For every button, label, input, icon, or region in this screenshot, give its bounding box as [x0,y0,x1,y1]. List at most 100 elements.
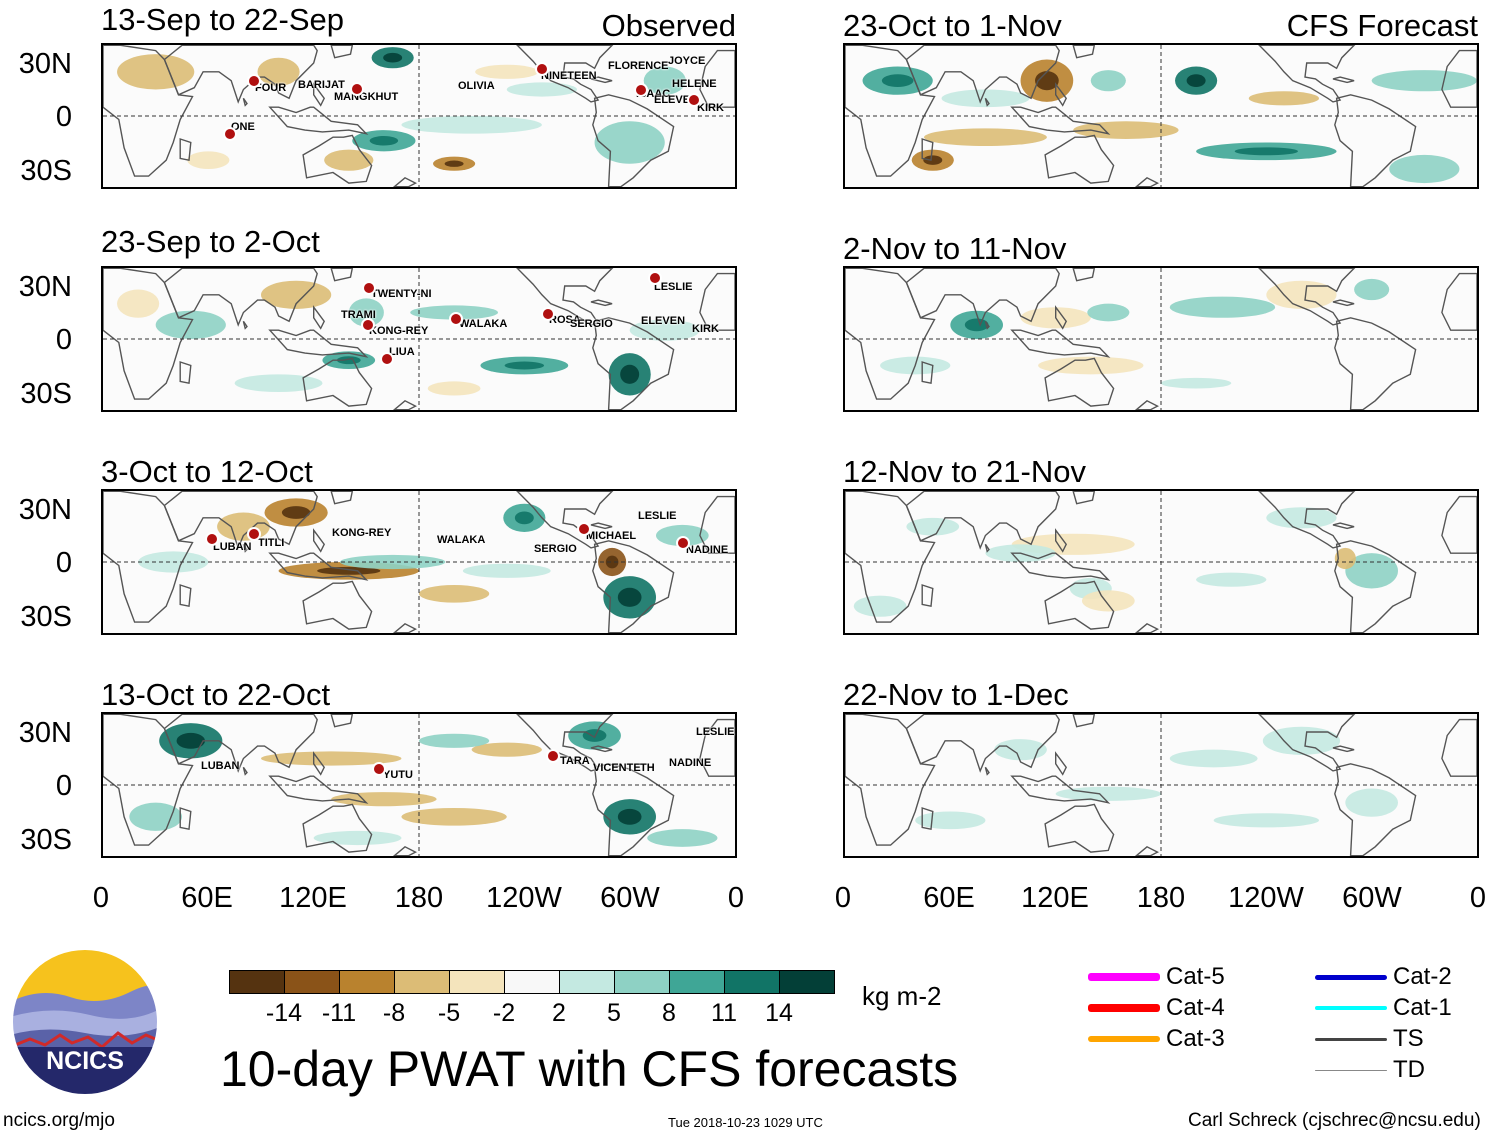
coastline [1334,94,1417,187]
coastline [516,45,614,103]
coastline [242,97,248,107]
anomaly-blob [419,584,490,603]
coastline [1054,751,1068,776]
coastline [392,176,418,187]
coastline [1010,552,1111,581]
storm-label: VICENTE [593,762,641,774]
colorbar-swatch [339,970,395,994]
coastline [179,584,192,608]
anomaly-core [317,566,381,575]
forecast-panel-1-title: 23-Oct to 1-Nov [843,8,1062,43]
coastline [1054,528,1068,553]
colorbar-swatch [559,970,615,994]
coastline [1054,305,1068,330]
coastline [699,272,735,331]
coastline [1044,134,1115,184]
anomaly-blob [1389,154,1460,184]
anomaly-blob [853,595,907,617]
coastline [1258,714,1356,772]
anomaly-blob [1354,278,1390,301]
lon-label-60e: 60E [923,882,975,914]
colorbar-tick-label: -14 [265,999,303,1027]
coastline [1134,399,1160,410]
storm-label: KIRK [697,102,724,114]
storm-label: ELEVEN [641,315,686,327]
anomaly-core [617,808,642,825]
lon-label-60w: 60W [1342,882,1402,914]
hurricane-icon [634,83,648,97]
colorbar-tick-label: 8 [662,999,676,1027]
coastline [984,320,990,330]
colorbar-swatch [724,970,780,994]
anomaly-blob [1087,303,1130,322]
coastline [516,714,614,772]
legend-label: Cat-1 [1393,994,1452,1021]
coastline [312,528,326,553]
coastline [984,97,990,107]
forecast-panel-2-title: 2-Nov to 11-Nov [843,231,1067,266]
anomaly-core [964,318,989,332]
anomaly-core [504,361,545,370]
anomaly-blob [1266,280,1337,309]
legend-swatch [1315,1069,1387,1071]
lat-label-30s: 30S [20,824,72,856]
coastline [1072,45,1096,59]
anomaly-blob [994,739,1047,761]
anomaly-blob [1262,726,1341,755]
lon-label-120e: 120E [279,882,347,914]
anomaly-blob [331,792,437,807]
lat-label-30s: 30S [20,378,72,410]
anomaly-blob [643,66,686,95]
coastline [984,543,990,553]
forecast-map-3 [843,489,1479,635]
lon-label-60w: 60W [600,882,660,914]
anomaly-core [176,732,205,749]
legend-swatch [1315,974,1387,980]
legend-swatch [1088,1004,1160,1012]
anomaly-blob [1345,788,1398,817]
anomaly-core [383,52,403,63]
anomaly-blob [117,289,160,318]
observed-header: Observed [601,8,736,43]
storm-label: LUBAN [213,541,252,553]
lon-label-180: 180 [394,882,444,914]
coastline [1054,82,1068,107]
anomaly-core [923,155,943,165]
hurricane-icon [350,82,364,96]
storm-label: LIUA [389,346,415,358]
lat-label-30s: 30S [20,601,72,633]
coastline [1134,845,1160,856]
coastline [1332,76,1355,84]
coastline [1072,714,1096,728]
anomaly-core [281,506,311,519]
storm-label: TWENTY-NI [371,288,432,300]
coastline [163,491,318,550]
forecast-map-2 [843,266,1479,412]
anomaly-core [620,364,640,384]
coastline [302,580,373,630]
coastline [103,714,194,846]
storm-label: LUBAN [201,760,240,772]
storm-label: HELENE [672,78,717,90]
coastline [268,106,369,135]
storm-label: JOYCE [668,55,706,67]
anomaly-blob [324,149,374,171]
coastline [1258,45,1356,103]
colorbar-tick-label: 11 [711,999,737,1027]
ncics-logo: NCICS [10,947,160,1097]
coastline [1441,272,1477,331]
observed-map-4 [101,712,737,858]
coastline [845,491,936,623]
coastline [590,299,613,307]
coastline [268,329,369,358]
coastline [163,268,318,327]
coastline [242,543,248,553]
anomaly-blob [313,830,402,846]
coastline [1044,580,1115,630]
hurricane-icon [577,522,591,536]
coastline [905,714,1060,773]
coastline [163,714,318,773]
footer-url[interactable]: ncics.org/mjo [3,1110,115,1131]
hurricane-icon [648,271,662,285]
storm-label: BARIJAT [298,79,345,91]
